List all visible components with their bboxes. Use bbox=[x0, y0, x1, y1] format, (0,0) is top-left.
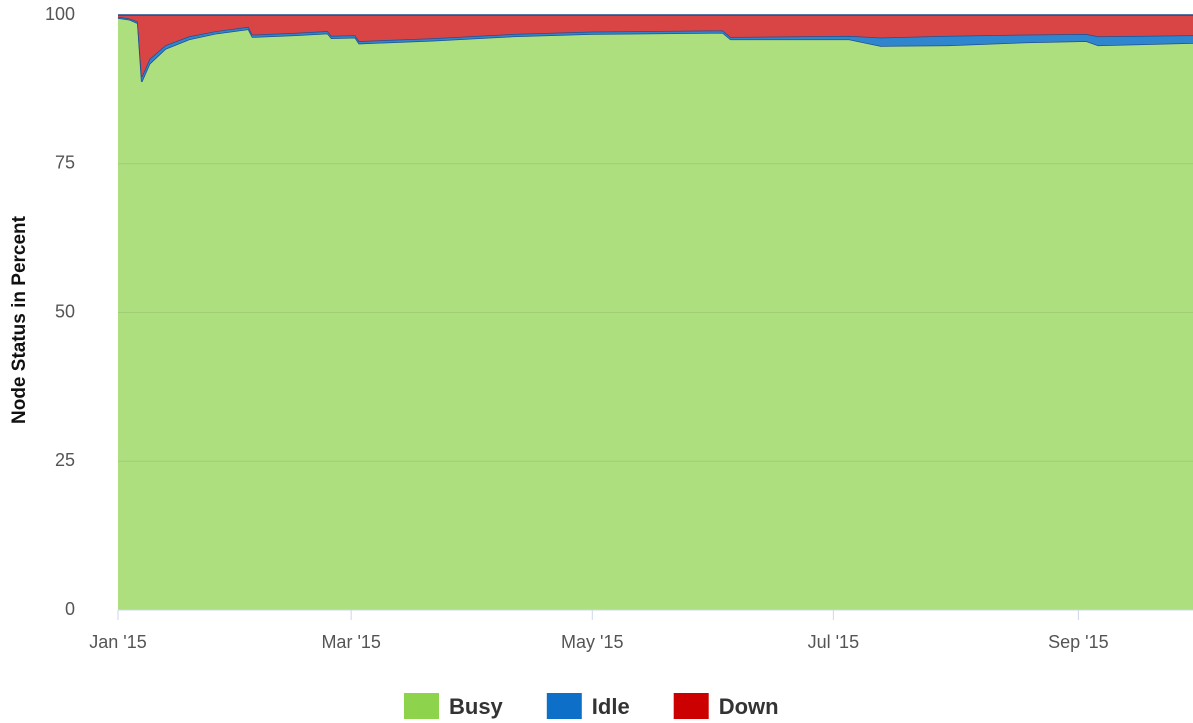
y-tick-label: 0 bbox=[65, 599, 75, 619]
legend-label: Idle bbox=[592, 694, 630, 719]
y-axis-label: Node Status in Percent bbox=[9, 215, 30, 424]
y-tick-label: 100 bbox=[45, 4, 75, 24]
legend-swatch bbox=[404, 693, 439, 719]
x-tick-label: Sep '15 bbox=[1048, 632, 1109, 652]
x-tick-label: Jul '15 bbox=[808, 632, 859, 652]
legend-swatch bbox=[673, 693, 709, 719]
area bbox=[118, 15, 1193, 77]
y-tick-label: 50 bbox=[55, 301, 75, 321]
y-tick-label: 75 bbox=[55, 153, 75, 173]
area bbox=[118, 17, 1193, 611]
x-tick-label: Mar '15 bbox=[321, 632, 380, 652]
legend-label: Down bbox=[719, 694, 779, 719]
x-tick-label: May '15 bbox=[561, 632, 623, 652]
x-tick-label: Jan '15 bbox=[89, 632, 146, 652]
y-tick-label: 25 bbox=[55, 450, 75, 470]
legend-label: Busy bbox=[449, 694, 504, 719]
legend-swatch bbox=[546, 693, 582, 719]
